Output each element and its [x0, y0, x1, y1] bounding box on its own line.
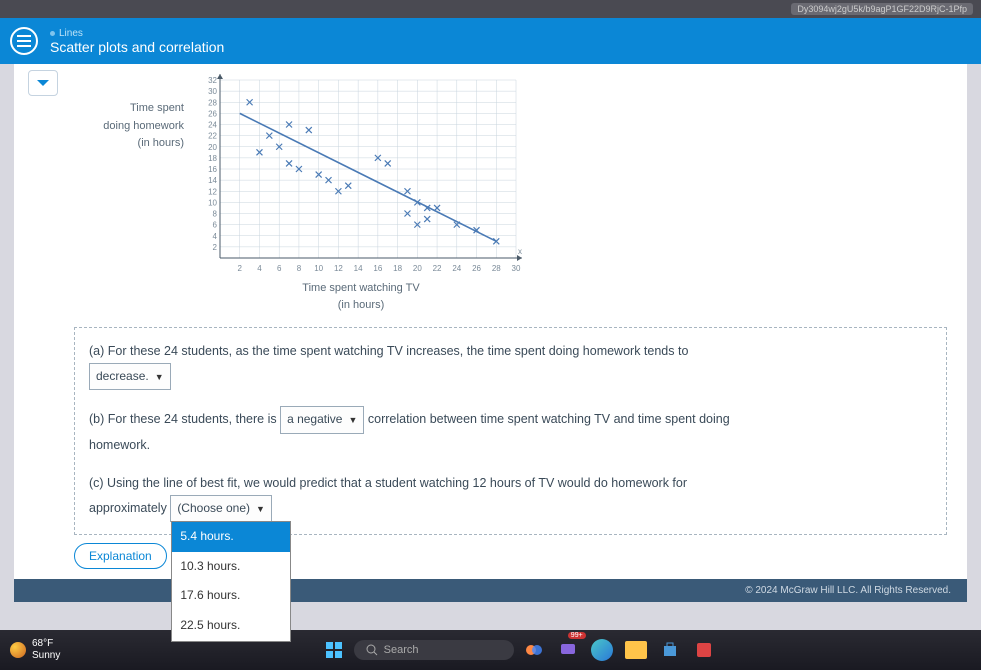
store-icon[interactable] [656, 636, 684, 664]
header-text: Lines Scatter plots and correlation [50, 28, 224, 55]
breadcrumb-label: Lines [59, 28, 83, 39]
dropdown-option[interactable]: 17.6 hours. [172, 581, 290, 611]
edge-icon[interactable] [588, 636, 616, 664]
question-a: (a) For these 24 students, as the time s… [89, 340, 932, 390]
svg-text:8: 8 [297, 264, 302, 273]
svg-text:22: 22 [433, 264, 442, 273]
search-icon [366, 644, 378, 656]
svg-text:28: 28 [492, 264, 501, 273]
taskbar: 68°F Sunny Search [0, 630, 981, 670]
taskbar-search[interactable]: Search [354, 640, 514, 660]
dropdown-option[interactable]: 5.4 hours. [172, 522, 290, 552]
svg-text:14: 14 [354, 264, 363, 273]
y-axis-label: Time spent doing homework (in hours) [74, 74, 184, 313]
sun-icon [10, 642, 26, 658]
svg-text:12: 12 [208, 187, 217, 196]
chart-wrap: 2468101214161820222426283024681012141618… [196, 74, 526, 313]
question-a-select[interactable]: decrease.▼ [89, 363, 171, 391]
question-c-select[interactable]: (Choose one)▼ 5.4 hours.10.3 hours.17.6 … [170, 495, 272, 523]
scatter-plot: 2468101214161820222426283024681012141618… [196, 74, 526, 274]
svg-text:18: 18 [393, 264, 402, 273]
dropdown-option[interactable]: 10.3 hours. [172, 552, 290, 582]
weather-temp: 68°F [32, 638, 60, 650]
svg-text:26: 26 [472, 264, 481, 273]
dropdown-option[interactable]: 22.5 hours. [172, 611, 290, 641]
svg-text:22: 22 [208, 132, 217, 141]
content-area: Time spent doing homework (in hours) 246… [14, 64, 967, 579]
questions-panel: (a) For these 24 students, as the time s… [74, 327, 947, 535]
question-c: (c) Using the line of best fit, we would… [89, 472, 932, 522]
copilot-icon[interactable] [520, 636, 548, 664]
svg-text:24: 24 [452, 264, 461, 273]
svg-text:24: 24 [208, 121, 217, 130]
chevron-down-icon [36, 78, 50, 88]
svg-text:32: 32 [208, 76, 217, 85]
browser-address-bar: Dy3094wj2gU5k/b9agP1GF22D9RjC-1Pfp [0, 0, 981, 18]
weather-widget[interactable]: 68°F Sunny [10, 638, 60, 662]
svg-text:2: 2 [238, 264, 243, 273]
app-header: Lines Scatter plots and correlation [0, 18, 981, 64]
svg-text:4: 4 [213, 232, 218, 241]
svg-text:16: 16 [208, 165, 217, 174]
svg-text:6: 6 [213, 221, 218, 230]
app-icon[interactable] [690, 636, 718, 664]
breadcrumb-dot-icon [50, 31, 55, 36]
folder-icon[interactable] [622, 636, 650, 664]
svg-text:2: 2 [213, 243, 218, 252]
svg-text:30: 30 [208, 87, 217, 96]
explanation-button[interactable]: Explanation [74, 543, 167, 569]
svg-text:18: 18 [208, 154, 217, 163]
svg-text:10: 10 [314, 264, 323, 273]
svg-text:14: 14 [208, 176, 217, 185]
dropdown-icon: ▼ [155, 372, 164, 382]
collapse-button[interactable] [28, 70, 58, 96]
menu-icon[interactable] [10, 27, 38, 55]
windows-start-icon[interactable] [320, 636, 348, 664]
search-placeholder: Search [384, 644, 419, 656]
chart-section: Time spent doing homework (in hours) 246… [74, 74, 947, 313]
question-b-select[interactable]: a negative▼ [280, 406, 364, 434]
dropdown-icon: ▼ [348, 415, 357, 425]
svg-text:12: 12 [334, 264, 343, 273]
weather-condition: Sunny [32, 650, 60, 662]
svg-text:x: x [518, 247, 522, 256]
svg-text:20: 20 [208, 143, 217, 152]
page-title: Scatter plots and correlation [50, 39, 224, 55]
question-b: (b) For these 24 students, there is a ne… [89, 406, 932, 456]
copyright: © 2024 McGraw Hill LLC. All Rights Reser… [14, 579, 967, 602]
svg-text:28: 28 [208, 98, 217, 107]
dropdown-icon: ▼ [256, 504, 265, 514]
x-axis-label: Time spent watching TV (in hours) [196, 280, 526, 313]
svg-text:8: 8 [213, 210, 218, 219]
breadcrumb[interactable]: Lines [50, 28, 224, 39]
svg-text:4: 4 [257, 264, 262, 273]
svg-text:26: 26 [208, 109, 217, 118]
svg-text:6: 6 [277, 264, 282, 273]
svg-text:10: 10 [208, 198, 217, 207]
svg-text:30: 30 [512, 264, 521, 273]
svg-text:16: 16 [373, 264, 382, 273]
svg-text:20: 20 [413, 264, 422, 273]
chat-icon[interactable] [554, 636, 582, 664]
url-fragment: Dy3094wj2gU5k/b9agP1GF22D9RjC-1Pfp [791, 3, 973, 15]
question-c-dropdown: 5.4 hours.10.3 hours.17.6 hours.22.5 hou… [171, 521, 291, 641]
